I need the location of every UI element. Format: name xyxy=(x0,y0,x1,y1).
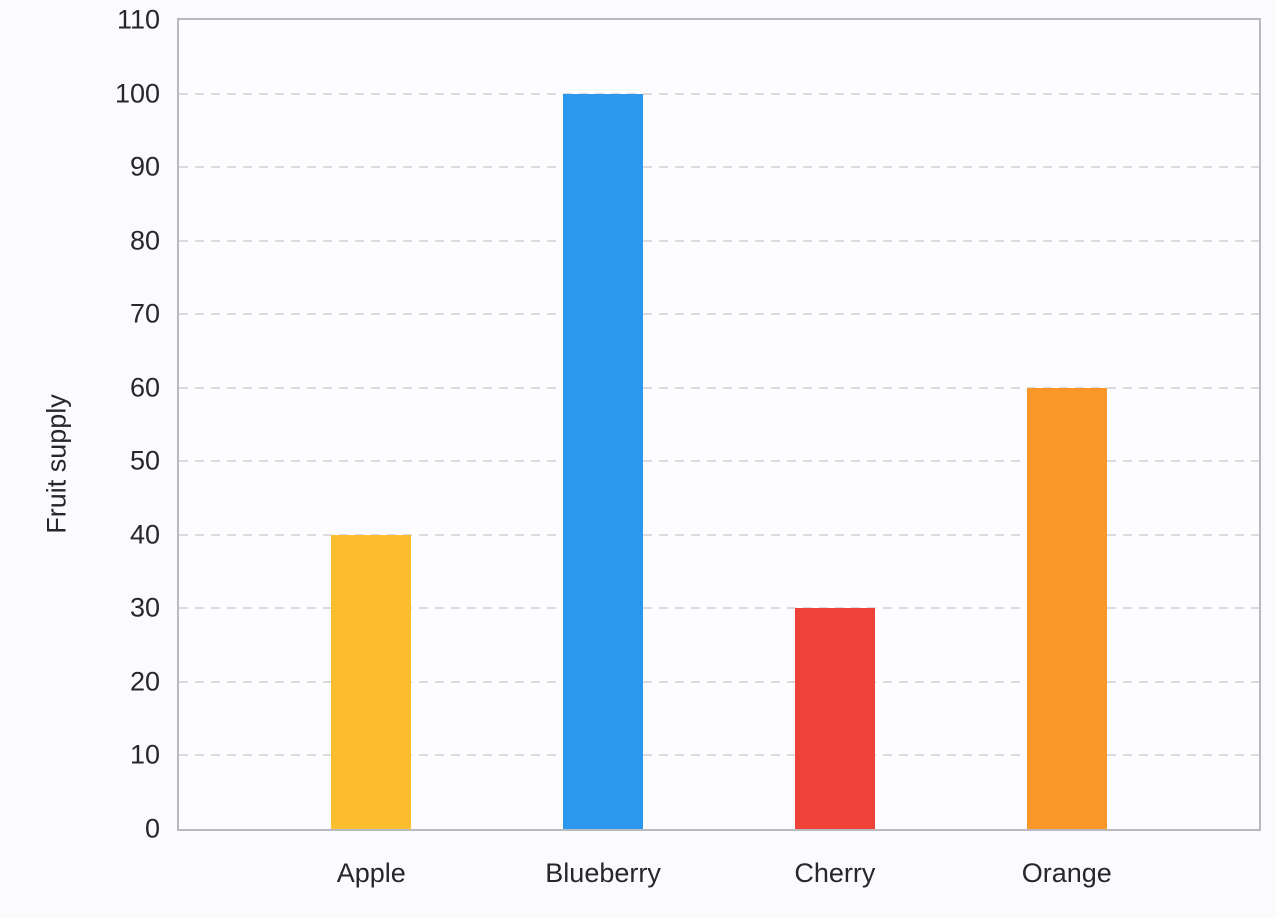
y-tick-label-110: 110 xyxy=(116,4,160,35)
y-axis-tick-labels: 0 10 20 30 40 50 60 70 80 90 100 110 xyxy=(0,6,160,842)
y-tick-label-0: 0 xyxy=(144,813,160,844)
gridline-70 xyxy=(179,313,1259,316)
y-tick-label-80: 80 xyxy=(129,225,160,256)
x-tick-label-blueberry: Blueberry xyxy=(545,858,661,888)
x-axis-tick-labels: Apple Blueberry Cherry Orange xyxy=(179,847,1259,897)
gridline-60 xyxy=(179,386,1259,389)
bar-orange xyxy=(1026,387,1107,829)
bar-blueberry xyxy=(563,93,644,829)
bar-cherry xyxy=(794,608,875,829)
x-tick-label-apple: Apple xyxy=(336,858,406,888)
y-tick-label-90: 90 xyxy=(129,151,160,182)
gridline-100 xyxy=(179,92,1259,95)
gridline-50 xyxy=(179,460,1259,463)
bar-apple xyxy=(331,534,412,829)
y-tick-label-40: 40 xyxy=(129,519,160,550)
y-tick-label-10: 10 xyxy=(129,739,160,770)
x-tick-label-orange: Orange xyxy=(1021,858,1112,888)
y-tick-label-70: 70 xyxy=(129,298,160,329)
plot-area xyxy=(177,18,1261,831)
gridline-80 xyxy=(179,239,1259,242)
gridline-90 xyxy=(179,166,1259,169)
gridline-40 xyxy=(179,533,1259,536)
gridline-20 xyxy=(179,680,1259,683)
y-tick-label-50: 50 xyxy=(129,445,160,476)
y-tick-label-60: 60 xyxy=(129,372,160,403)
x-tick-label-cherry: Cherry xyxy=(794,858,876,888)
y-tick-label-20: 20 xyxy=(129,666,160,697)
y-tick-label-30: 30 xyxy=(129,592,160,623)
y-tick-label-100: 100 xyxy=(114,78,160,109)
gridline-10 xyxy=(179,754,1259,757)
gridline-30 xyxy=(179,607,1259,610)
